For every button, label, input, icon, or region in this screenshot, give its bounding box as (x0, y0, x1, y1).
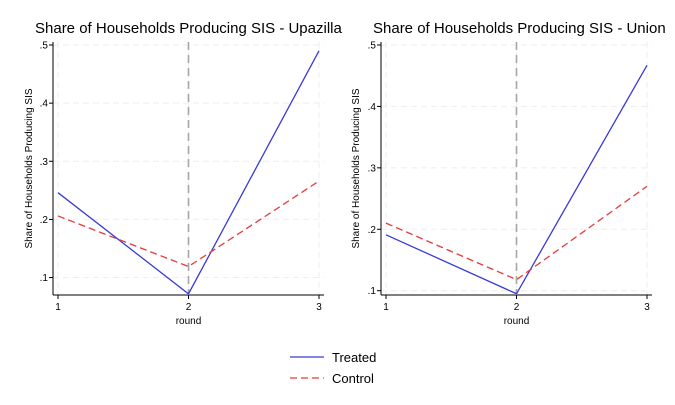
x-tick-label: 1 (55, 302, 61, 313)
y-tick-label: .5 (368, 41, 377, 52)
x-tick-label: 2 (186, 302, 192, 313)
x-axis-title: round (176, 316, 202, 327)
y-tick-label: .4 (368, 102, 377, 113)
x-tick-label: 3 (644, 302, 650, 313)
legend-label-control: Control (332, 371, 374, 386)
series-line-treated (57, 50, 320, 295)
y-tick-label: .2 (40, 215, 49, 226)
x-axis-title: round (504, 316, 530, 327)
y-tick-label: .1 (368, 286, 377, 297)
y-tick-label: .3 (40, 157, 49, 168)
x-tick-label: 2 (514, 302, 520, 313)
y-axis-title: Share of Households Producing SIS (24, 88, 35, 248)
legend: Treated Control (290, 350, 376, 386)
x-tick-label: 3 (316, 302, 322, 313)
y-axis-title: Share of Households Producing SIS (351, 88, 362, 248)
panel-title: Share of Households Producing SIS - Upaz… (35, 20, 342, 37)
legend-label-treated: Treated (332, 350, 376, 365)
panel-2: Share of Households Producing SIS - Unio… (351, 20, 666, 327)
panel-title: Share of Households Producing SIS - Unio… (373, 20, 666, 37)
panel-1: Share of Households Producing SIS - Upaz… (24, 20, 342, 327)
series-line-treated (385, 64, 648, 295)
x-tick-label: 1 (383, 302, 389, 313)
y-tick-label: .3 (368, 163, 377, 174)
legend-item-control: Control (290, 371, 374, 386)
legend-item-treated: Treated (290, 350, 376, 365)
series-line-control (57, 180, 320, 268)
y-tick-label: .1 (40, 273, 49, 284)
chart-panels: Share of Households Producing SIS - Upaz… (24, 20, 666, 327)
y-tick-label: .5 (40, 41, 49, 52)
series-line-control (385, 185, 648, 281)
y-tick-label: .4 (40, 99, 49, 110)
y-tick-label: .2 (368, 225, 377, 236)
